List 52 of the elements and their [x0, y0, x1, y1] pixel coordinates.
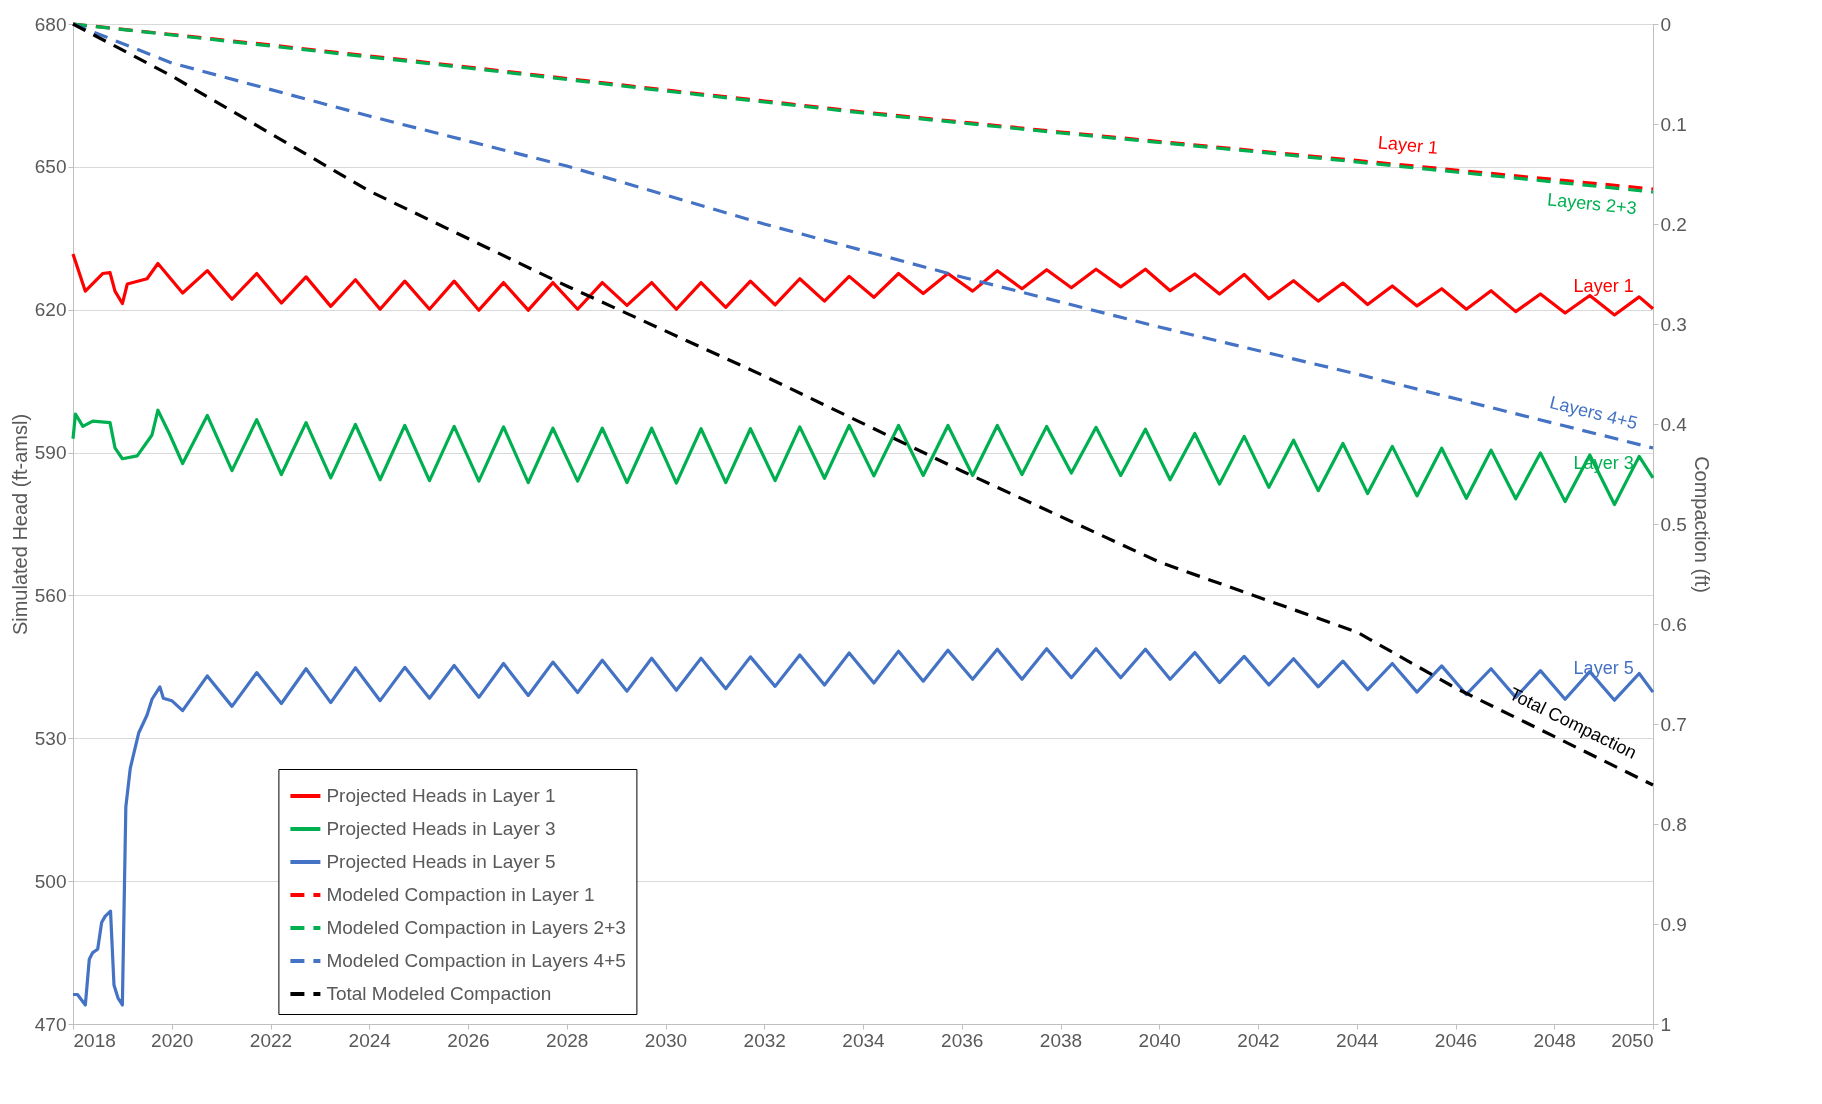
- x-tick-label: 2028: [546, 1029, 589, 1051]
- line-series: [71, 647, 1655, 1007]
- x-tick-label: 2044: [1336, 1029, 1379, 1051]
- y2-tick-label: 0.7: [1660, 713, 1687, 735]
- legend-label: Projected Heads in Layer 3: [326, 818, 556, 839]
- x-tick-label: 2040: [1138, 1029, 1181, 1051]
- x-tick-label: 2042: [1237, 1029, 1280, 1051]
- x-tick-label: 2022: [249, 1029, 293, 1051]
- x-tick-label: 2030: [644, 1029, 688, 1051]
- annotation: Layers 4+5: [1547, 392, 1640, 434]
- y-tick-label: 530: [34, 727, 67, 749]
- y2-axis-title: Compaction (ft): [1690, 456, 1713, 593]
- legend-label: Total Modeled Compaction: [326, 983, 552, 1004]
- x-tick-label: 2024: [348, 1029, 392, 1051]
- y2-tick-label: 0.2: [1660, 213, 1687, 235]
- y2-tick-label: 0.9: [1660, 913, 1687, 935]
- y2-tick-label: 0.4: [1660, 413, 1688, 435]
- annotation: Layers 2+3: [1546, 189, 1638, 219]
- y2-tick-label: 0.6: [1660, 613, 1687, 635]
- x-tick-label: 2020: [151, 1029, 194, 1051]
- line-series: [71, 252, 1655, 317]
- x-tick-label: 2034: [842, 1029, 886, 1051]
- y-tick-label: 590: [34, 442, 67, 464]
- y-tick-label: 560: [34, 584, 67, 606]
- y-tick-label: 500: [34, 870, 67, 892]
- y-tick-label: 620: [34, 299, 67, 321]
- x-tick-label: 2026: [447, 1029, 490, 1051]
- y-tick-label: 680: [34, 13, 67, 35]
- legend-label: Projected Heads in Layer 5: [326, 851, 556, 872]
- y2-tick-label: 0.5: [1660, 513, 1687, 535]
- x-tick-label: 2050: [1611, 1029, 1654, 1051]
- legend-label: Modeled Compaction in Layer 1: [326, 884, 595, 905]
- x-tick-label: 2038: [1039, 1029, 1083, 1051]
- y2-tick-label: 0: [1660, 13, 1672, 35]
- x-tick-label: 2032: [743, 1029, 786, 1051]
- x-tick-label: 2036: [941, 1029, 984, 1051]
- annotation: Layer 1: [1377, 132, 1439, 158]
- annotation: Layer 1: [1573, 276, 1634, 297]
- legend-label: Projected Heads in Layer 1: [326, 785, 556, 806]
- y2-tick-label: 1: [1660, 1013, 1672, 1035]
- y2-tick-label: 0.3: [1660, 313, 1687, 335]
- y2-tick-label: 0.1: [1660, 113, 1687, 135]
- line-series: [71, 22, 1655, 787]
- x-tick-label: 2046: [1434, 1029, 1478, 1051]
- legend-label: Modeled Compaction in Layers 2+3: [326, 917, 626, 938]
- y2-tick-label: 0.8: [1660, 813, 1687, 835]
- x-tick-label: 2048: [1533, 1029, 1576, 1051]
- y-tick-label: 470: [34, 1013, 67, 1035]
- x-tick-label: 2018: [73, 1029, 116, 1051]
- y-tick-label: 650: [34, 156, 67, 178]
- y-axis-title: Simulated Head (ft-amsl): [8, 413, 31, 636]
- legend-label: Modeled Compaction in Layers 4+5: [326, 950, 626, 971]
